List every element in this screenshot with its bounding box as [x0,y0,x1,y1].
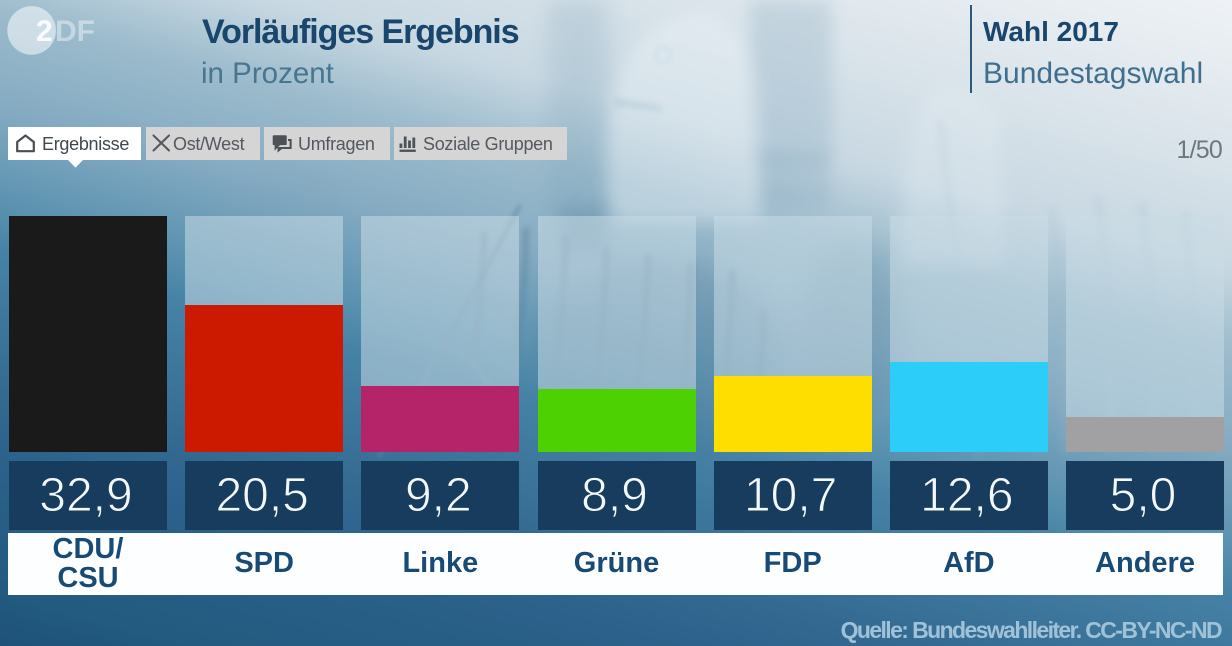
svg-text:2: 2 [36,15,53,48]
svg-text:DF: DF [55,15,95,48]
